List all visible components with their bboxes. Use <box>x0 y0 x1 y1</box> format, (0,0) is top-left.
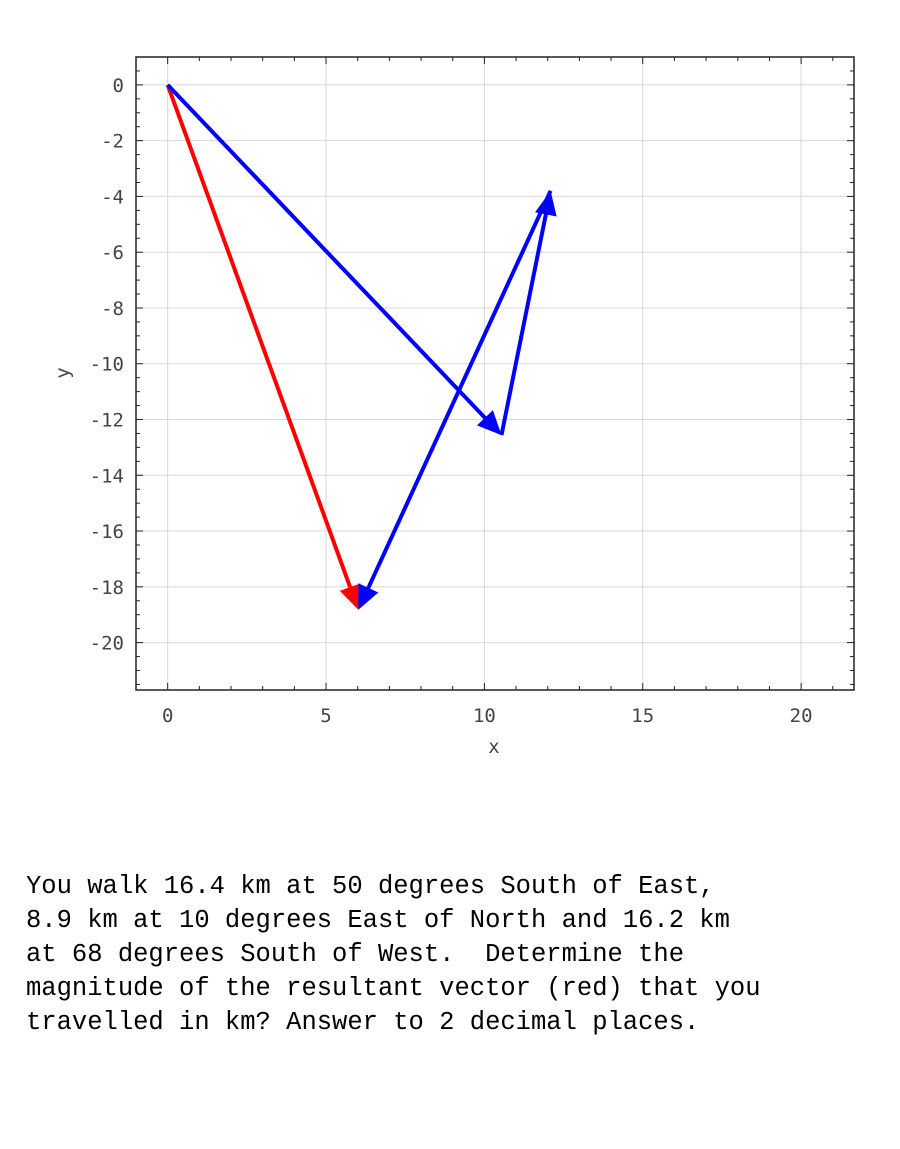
leg-1-shaft <box>166 83 488 421</box>
plot-frame <box>135 56 855 691</box>
x-tick-label: 20 <box>790 705 813 727</box>
x-tick-label: 5 <box>320 705 331 727</box>
y-tick-label: -4 <box>101 186 124 208</box>
vector-chart: 0 5 10 15 20 0 -2 -4 -6 -8 -10 -12 -14 -16 -18 -20 x y <box>52 56 855 758</box>
vectors <box>165 83 557 610</box>
x-tick-label: 15 <box>631 705 654 727</box>
axis-ticks: 0 5 10 15 20 0 -2 -4 -6 -8 -10 -12 -14 -16 -18 -20 <box>90 56 854 727</box>
leg-2-shaft <box>499 212 549 436</box>
y-tick-label: 0 <box>113 75 124 97</box>
x-tick-label: 10 <box>473 705 496 727</box>
y-tick-label: -14 <box>90 465 124 487</box>
y-tick-label: -20 <box>90 633 124 655</box>
y-tick-label: -12 <box>90 410 124 432</box>
leg-3-shaft <box>365 190 553 591</box>
x-axis-label: x <box>488 736 499 758</box>
y-tick-label: -10 <box>90 354 124 376</box>
y-tick-label: -16 <box>90 521 124 543</box>
resultant-arrowhead <box>339 583 361 610</box>
grid <box>136 57 854 690</box>
x-tick-label: 0 <box>162 705 173 727</box>
y-tick-label: -6 <box>101 242 124 264</box>
y-tick-label: -18 <box>90 577 124 599</box>
leg-1-arrowhead <box>476 410 502 436</box>
question-text: You walk 16.4 km at 50 degrees South of … <box>26 872 761 1037</box>
y-axis-label: y <box>52 367 74 378</box>
leg-3-arrowhead <box>358 583 379 610</box>
y-tick-label: -8 <box>101 298 124 320</box>
y-tick-label: -2 <box>101 131 124 153</box>
resultant-shaft <box>165 84 353 590</box>
